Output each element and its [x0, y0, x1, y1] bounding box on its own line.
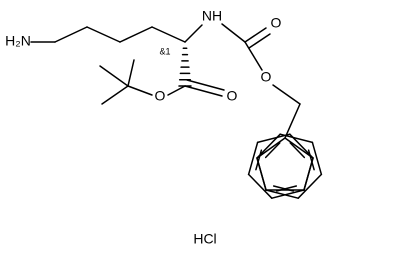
- bond: [244, 41, 263, 71]
- bond: [303, 157, 314, 191]
- bond: [101, 85, 129, 105]
- bond: [307, 149, 315, 171]
- bond: [127, 59, 135, 87]
- bond: [184, 24, 203, 43]
- bond: [272, 84, 301, 105]
- bond: [264, 142, 281, 159]
- bond: [247, 173, 273, 199]
- atom-label: O: [155, 88, 166, 104]
- bond: [256, 133, 291, 144]
- bond: [311, 141, 323, 176]
- bond: [284, 103, 301, 139]
- bond: [275, 185, 298, 192]
- bond: [256, 137, 286, 159]
- bond: [244, 27, 267, 43]
- bond: [255, 149, 263, 171]
- bond: [99, 65, 129, 87]
- atom-label: H₂N: [5, 33, 31, 49]
- bond: [127, 85, 153, 96]
- hashed-wedge: [178, 47, 192, 87]
- stereo-label: &1: [159, 46, 170, 56]
- bond: [271, 189, 305, 199]
- atom-label: O: [261, 69, 272, 85]
- bond: [256, 157, 267, 191]
- fluorene: [247, 133, 323, 199]
- bond: [265, 189, 299, 199]
- bond: [221, 23, 246, 43]
- bond: [86, 26, 121, 43]
- bond: [184, 85, 223, 97]
- bond: [289, 142, 306, 159]
- bonds: [30, 23, 301, 139]
- bond: [119, 26, 153, 43]
- atom-label: O: [271, 15, 282, 31]
- bond: [151, 26, 186, 43]
- bond: [167, 85, 186, 96]
- bond: [186, 79, 225, 91]
- bond: [247, 141, 259, 176]
- atom-label: O: [227, 88, 238, 104]
- bond: [248, 33, 271, 49]
- bond: [284, 137, 314, 159]
- bond: [54, 26, 88, 43]
- bond: [289, 133, 314, 159]
- salt-label: HCl: [193, 231, 216, 247]
- atom-label: NH: [202, 8, 222, 24]
- bond: [297, 173, 323, 199]
